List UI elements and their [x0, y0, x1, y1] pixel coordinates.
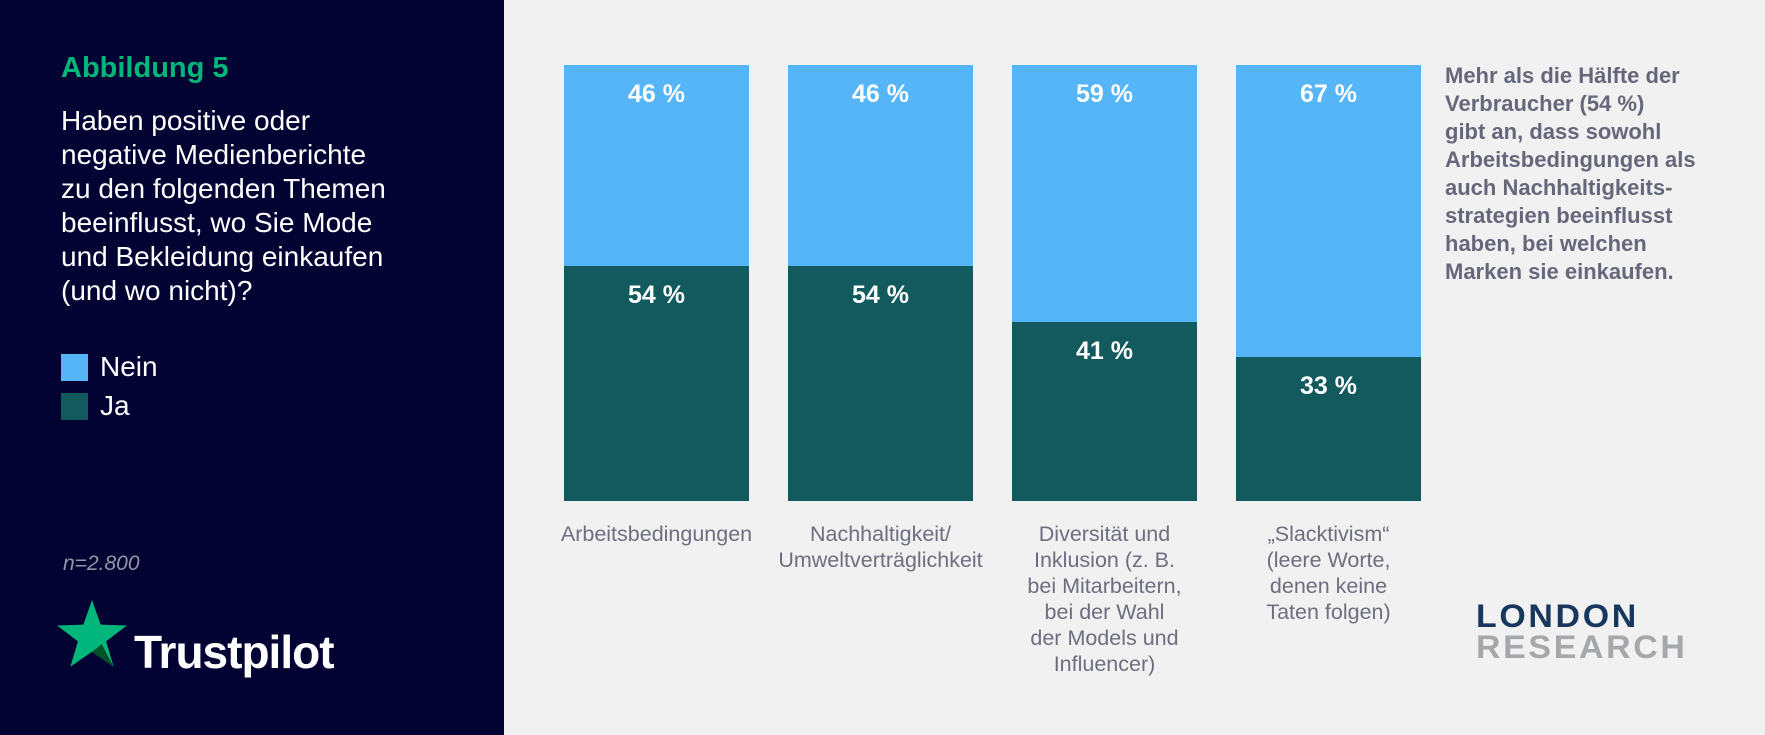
bar-segment-ja: 33 % — [1236, 357, 1421, 501]
legend-item-ja: Ja — [61, 390, 158, 422]
bar: 67 % 33 % — [1236, 65, 1421, 501]
category-label: Nachhaltigkeit/ Umweltverträglichkeit — [778, 522, 983, 572]
trustpilot-wordmark: Trustpilot — [134, 626, 335, 678]
bar: 59 % 41 % — [1012, 65, 1197, 501]
category-label: „Slacktivism“ (leere Worte, denen keine … — [1266, 522, 1391, 624]
bar: 46 % 54 % — [564, 65, 749, 501]
value-label-ja: 33 % — [1300, 372, 1357, 401]
key-finding-annotation: Mehr als die Hälfte der Verbraucher (54 … — [1445, 63, 1696, 284]
sidebar: Abbildung 5 Haben positive oder negative… — [0, 0, 504, 735]
bar-segment-nein: 46 % — [788, 65, 973, 266]
london-research-logo-line1: LONDON — [1476, 598, 1639, 634]
bar-column-slacktivism: 67 % 33 % „Slacktivism“ (leere Worte, de… — [1236, 65, 1421, 677]
london-research-logo-line2: RESEARCH — [1476, 629, 1688, 665]
bar-segment-nein: 59 % — [1012, 65, 1197, 323]
value-label-nein: 67 % — [1300, 80, 1357, 108]
category-label: Diversität und Inklusion (z. B. bei Mita… — [1027, 522, 1182, 676]
stacked-bar-chart: 46 % 54 % Arbeitsbedingungen 46 % 54 % N… — [561, 65, 1421, 677]
value-label-ja: 54 % — [852, 280, 909, 309]
value-label-nein: 46 % — [628, 80, 685, 108]
bar-segment-nein: 46 % — [564, 65, 749, 266]
legend-swatch-nein — [61, 353, 88, 381]
value-label-nein: 59 % — [1076, 80, 1133, 108]
trustpilot-logo: Trustpilot — [57, 600, 335, 678]
legend-label-nein: Nein — [100, 351, 158, 382]
bar: 46 % 54 % — [788, 65, 973, 501]
value-label-nein: 46 % — [852, 80, 909, 108]
sample-size: n=2.800 — [63, 552, 140, 575]
bar-column-nachhaltigkeit: 46 % 54 % Nachhaltigkeit/ Umweltverträgl… — [778, 65, 983, 677]
survey-question: Haben positive oder negative Medienberic… — [61, 105, 386, 306]
category-label: Arbeitsbedingungen — [560, 522, 753, 546]
figure-label: Abbildung 5 — [61, 52, 229, 84]
legend-item-nein: Nein — [61, 351, 158, 383]
value-label-ja: 41 % — [1076, 337, 1133, 366]
bar-column-diversitaet: 59 % 41 % Diversität und Inklusion (z. B… — [1012, 65, 1197, 677]
bar-segment-ja: 54 % — [788, 265, 973, 501]
legend-label-ja: Ja — [100, 390, 130, 421]
bar-segment-ja: 54 % — [564, 265, 749, 501]
value-label-ja: 54 % — [628, 280, 685, 309]
bar-segment-nein: 67 % — [1236, 65, 1421, 358]
trustpilot-star-icon — [57, 600, 127, 672]
legend: Nein Ja — [61, 351, 158, 429]
bar-segment-ja: 41 % — [1012, 322, 1197, 501]
legend-swatch-ja — [61, 392, 88, 420]
bar-column-arbeitsbedingungen: 46 % 54 % Arbeitsbedingungen — [561, 65, 752, 677]
london-research-logo: LONDON RESEARCH — [1476, 600, 1685, 663]
